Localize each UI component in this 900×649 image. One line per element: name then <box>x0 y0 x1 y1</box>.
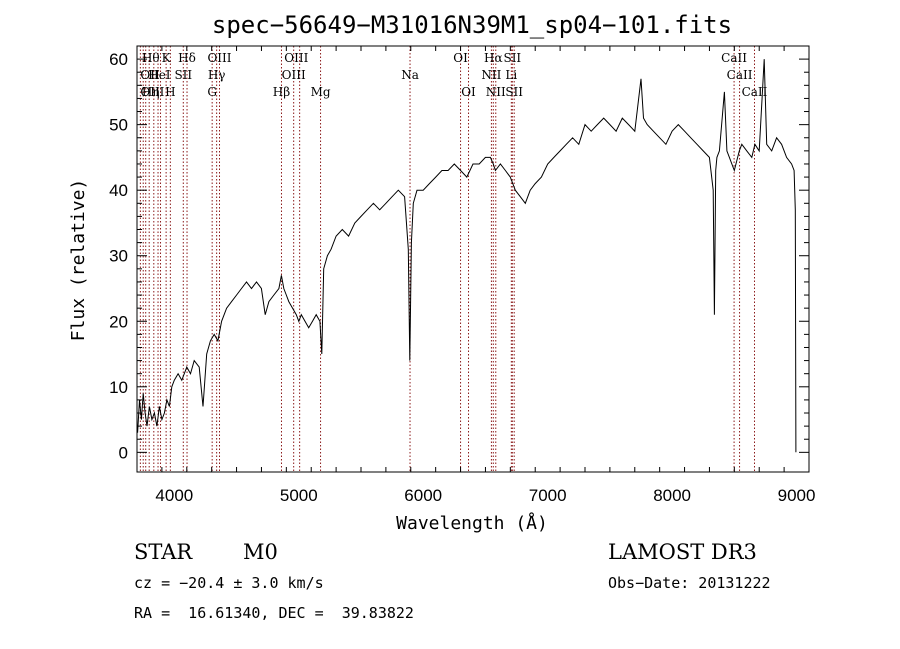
spectral-line-label: SII <box>505 85 523 99</box>
spectral-line-label: OI <box>453 51 468 65</box>
x-axis-ticks: 4000 5000 6000 7000 8000 9000 <box>136 46 816 505</box>
y-axis-label: Flux (relative) <box>68 179 89 342</box>
spectral-line-label: OIII <box>207 51 231 65</box>
spectral-line-label: OIII <box>282 68 306 82</box>
spectral-line-label: K <box>162 51 172 65</box>
y-tick-label: 50 <box>109 116 128 135</box>
plot-frame <box>136 45 810 473</box>
spectrum-chart: spec−56649−M31016N39M1_sp04−101.fits Hθ K… <box>68 11 816 534</box>
y-tick-label: 0 <box>119 443 128 462</box>
spectral-line-label: CaII <box>742 85 768 99</box>
spectral-line-label: CaII <box>721 51 747 65</box>
x-tick-label: 4000 <box>155 486 193 505</box>
object-subclass: M0 <box>243 540 278 564</box>
spectral-line-label: NII <box>481 68 501 82</box>
spectrum-line <box>137 59 797 453</box>
y-tick-label: 30 <box>109 247 128 266</box>
spectral-line-label: Hα <box>484 51 503 65</box>
y-tick-label: 40 <box>109 181 128 200</box>
x-tick-label: 8000 <box>653 486 691 505</box>
spectral-line-markers <box>139 46 755 472</box>
spectral-line-label: Hγ <box>208 68 226 82</box>
spectral-line-label: Hβ <box>273 85 290 99</box>
x-tick-label: 9000 <box>778 486 816 505</box>
coordinates: RA = 16.61340, DEC = 39.83822 <box>134 604 414 622</box>
spectral-line-label: Mg <box>311 85 331 99</box>
y-tick-label: 20 <box>109 312 128 331</box>
spectral-line-label: Na <box>401 68 419 82</box>
survey-name: LAMOST DR3 <box>608 540 757 564</box>
x-tick-label: 5000 <box>280 486 318 505</box>
spectral-line-label: SII <box>503 51 521 65</box>
spectral-line-label: OII <box>140 68 160 82</box>
spectral-line-label: Li <box>505 68 517 82</box>
spectral-line-label: G <box>207 85 217 99</box>
y-tick-label: 60 <box>109 50 128 69</box>
spectral-line-label: H <box>165 85 175 99</box>
object-class: STAR <box>134 540 193 564</box>
redshift-cz: cz = −20.4 ± 3.0 km/s <box>134 574 324 592</box>
observation-date: Obs−Date: 20131222 <box>608 574 771 592</box>
spectral-line-label: OI <box>461 85 476 99</box>
y-axis-ticks: 0 10 20 30 40 50 60 <box>109 50 809 462</box>
y-tick-label: 10 <box>109 378 128 397</box>
spectral-line-label: OIII <box>284 51 308 65</box>
spectral-line-label: HeI <box>148 68 171 82</box>
spectral-line-label: Hθ <box>142 51 160 65</box>
chart-title: spec−56649−M31016N39M1_sp04−101.fits <box>212 11 732 39</box>
x-tick-label: 7000 <box>529 486 567 505</box>
spectral-line-label: NII <box>486 85 506 99</box>
x-tick-label: 6000 <box>404 486 442 505</box>
spectral-line-label: Hη <box>142 85 160 99</box>
spectral-line-label: SII <box>174 68 192 82</box>
spectral-line-label: Hδ <box>178 51 196 65</box>
spectral-line-label: CaII <box>727 68 753 82</box>
x-axis-label: Wavelength (Å) <box>396 512 548 534</box>
spectral-line-label: OIII <box>140 85 164 99</box>
